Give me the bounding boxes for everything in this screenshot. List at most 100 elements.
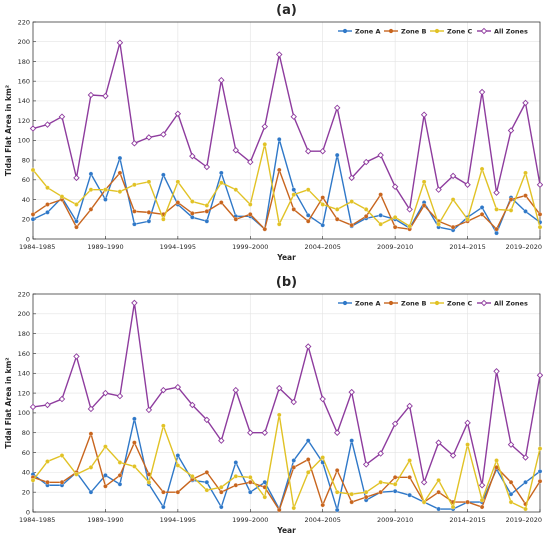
- data-point: [45, 185, 50, 190]
- x-tick-label: 1989–1990: [87, 243, 123, 251]
- data-point: [261, 429, 269, 436]
- data-point: [117, 170, 123, 176]
- x-tick-label: 2004–2005: [305, 243, 341, 251]
- legend-marker: [480, 299, 488, 307]
- legend-marker: [388, 300, 394, 306]
- data-point: [232, 386, 240, 394]
- data-point: [392, 224, 398, 230]
- data-point: [276, 384, 283, 392]
- data-point: [333, 104, 341, 112]
- data-point: [88, 207, 94, 212]
- data-point: [479, 504, 485, 510]
- data-point: [349, 199, 354, 204]
- data-point: [204, 218, 210, 224]
- data-point: [174, 110, 182, 117]
- data-point: [494, 230, 499, 236]
- data-point: [377, 151, 384, 159]
- data-point: [478, 88, 486, 96]
- series-line: [32, 414, 541, 510]
- data-point: [290, 113, 297, 120]
- data-point: [391, 420, 399, 428]
- series-line: [32, 42, 541, 211]
- data-point: [103, 444, 108, 449]
- y-axis-label: Tidal Flat Area in km²: [4, 85, 13, 176]
- data-point: [175, 200, 181, 205]
- data-point: [73, 174, 80, 182]
- data-point: [146, 218, 152, 224]
- data-point: [117, 155, 123, 161]
- data-point: [248, 475, 253, 480]
- data-point: [523, 170, 528, 176]
- y-tick-label: 0: [26, 235, 30, 243]
- data-point: [277, 412, 282, 418]
- data-point: [175, 179, 181, 185]
- data-point: [219, 180, 224, 186]
- y-tick-label: 160: [18, 350, 30, 358]
- data-point: [74, 218, 79, 224]
- data-point: [161, 172, 166, 178]
- y-tick-label: 20: [22, 488, 30, 496]
- data-point: [87, 405, 95, 413]
- data-point: [291, 207, 296, 212]
- data-point: [334, 489, 340, 495]
- data-point: [262, 480, 268, 485]
- data-point: [291, 465, 296, 470]
- data-point: [44, 121, 51, 128]
- x-tick-label: 2009–2010: [377, 516, 413, 524]
- legend-marker: [434, 300, 440, 306]
- chart-panel-a: (a) 0 20 40 60 80 100 120 140 160 180 200 220 1984–19…: [4, 3, 543, 262]
- y-tick-label: 180: [18, 330, 30, 338]
- x-axis-label: Year: [276, 253, 296, 262]
- data-point: [508, 499, 514, 505]
- data-point: [218, 76, 225, 84]
- data-point: [103, 187, 108, 192]
- data-point: [58, 113, 66, 120]
- data-point: [407, 223, 412, 229]
- data-point: [102, 92, 109, 100]
- data-point: [508, 208, 514, 213]
- x-tick-label: 1994–1995: [160, 516, 196, 524]
- data-point: [334, 507, 340, 513]
- data-point: [305, 213, 311, 218]
- data-point: [522, 454, 529, 461]
- data-point: [392, 215, 398, 220]
- data-point: [160, 131, 167, 138]
- data-point: [233, 217, 239, 222]
- y-tick-label: 40: [22, 469, 30, 477]
- data-point: [537, 446, 543, 451]
- legend-label: Zone B: [401, 27, 426, 35]
- legend: Zone A Zone B Zone C All Zones: [338, 27, 528, 35]
- data-point: [362, 461, 370, 468]
- data-point: [406, 402, 413, 410]
- data-point: [349, 222, 354, 228]
- data-point: [392, 482, 398, 487]
- data-point: [305, 187, 311, 192]
- data-point: [494, 458, 499, 463]
- data-point: [161, 489, 166, 495]
- data-point: [493, 368, 500, 375]
- data-point: [320, 222, 325, 228]
- data-point: [334, 207, 340, 212]
- legend-label: Zone C: [447, 299, 472, 307]
- data-point: [291, 192, 296, 197]
- data-point: [333, 429, 341, 436]
- data-point: [436, 489, 441, 495]
- data-point: [131, 140, 138, 147]
- data-point: [218, 437, 225, 444]
- data-point: [233, 187, 239, 192]
- data-point: [204, 203, 210, 208]
- panel-title: (a): [276, 3, 297, 18]
- data-point: [378, 489, 383, 495]
- data-point: [277, 167, 282, 173]
- data-point: [29, 403, 37, 411]
- data-point: [262, 226, 268, 232]
- data-point: [291, 187, 296, 192]
- data-point: [378, 213, 383, 218]
- data-point: [320, 195, 325, 200]
- data-point: [362, 158, 370, 166]
- panel-title: (b): [276, 275, 297, 290]
- data-point: [204, 470, 210, 475]
- data-point: [160, 386, 167, 394]
- data-point: [248, 480, 253, 485]
